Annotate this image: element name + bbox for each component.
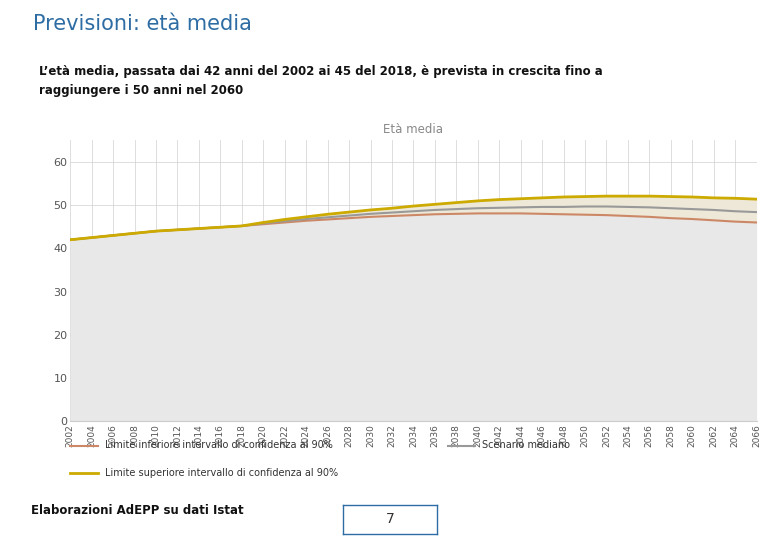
Text: Scenario mediano: Scenario mediano (482, 441, 570, 450)
Text: Elaborazioni AdEPP su dati Istat: Elaborazioni AdEPP su dati Istat (31, 503, 244, 517)
Text: Limite superiore intervallo di confidenza al 90%: Limite superiore intervallo di confidenz… (105, 468, 338, 477)
Text: 7: 7 (385, 512, 395, 526)
Text: Limite inferiore intervallo di confidenza al 90%: Limite inferiore intervallo di confidenz… (105, 441, 332, 450)
Text: L’età media, passata dai 42 anni del 2002 ai 45 del 2018, è prevista in crescita: L’età media, passata dai 42 anni del 200… (39, 65, 603, 97)
Text: Previsioni: età media: Previsioni: età media (33, 14, 252, 35)
Title: Età media: Età media (384, 124, 443, 137)
